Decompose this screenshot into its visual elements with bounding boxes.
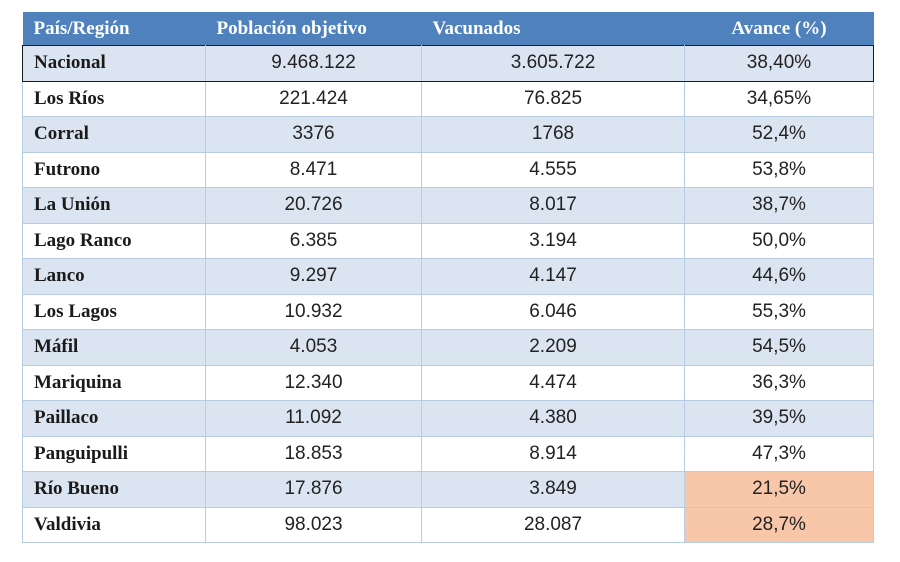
header-target-population: Población objetivo [205, 12, 422, 46]
cell-target-population: 9.468.122 [205, 45, 422, 82]
cell-vaccinated: 4.147 [421, 258, 685, 295]
cell-vaccinated: 3.849 [421, 471, 685, 508]
cell-region: Máfil [22, 329, 206, 366]
cell-region: Lago Ranco [22, 222, 206, 259]
cell-region: Los Ríos [22, 80, 206, 117]
table-row: Mariquina 12.340 4.474 36,3% [22, 364, 874, 401]
cell-progress: 50,0% [684, 222, 874, 259]
cell-region: Panguipulli [22, 435, 206, 472]
cell-target-population: 3376 [205, 116, 422, 153]
cell-target-population: 9.297 [205, 258, 422, 295]
header-row: País/Región Población objetivo Vacunados… [22, 12, 874, 46]
table-row: Corral 3376 1768 52,4% [22, 116, 874, 153]
cell-vaccinated: 3.194 [421, 222, 685, 259]
table-row: Nacional 9.468.122 3.605.722 38,40% [22, 45, 874, 82]
cell-region: Valdivia [22, 506, 206, 543]
cell-region: Los Lagos [22, 293, 206, 330]
cell-progress: 52,4% [684, 116, 874, 153]
cell-progress: 55,3% [684, 293, 874, 330]
cell-vaccinated: 6.046 [421, 293, 685, 330]
cell-progress: 39,5% [684, 400, 874, 437]
cell-progress: 54,5% [684, 329, 874, 366]
table-row: Río Bueno 17.876 3.849 21,5% [22, 471, 874, 508]
cell-progress: 38,7% [684, 187, 874, 224]
cell-vaccinated: 1768 [421, 116, 685, 153]
table-row: Los Lagos 10.932 6.046 55,3% [22, 293, 874, 330]
cell-progress: 36,3% [684, 364, 874, 401]
cell-target-population: 18.853 [205, 435, 422, 472]
cell-progress: 21,5% [684, 471, 874, 508]
cell-progress: 38,40% [684, 45, 874, 82]
table-row: Los Ríos 221.424 76.825 34,65% [22, 80, 874, 117]
table-row: La Unión 20.726 8.017 38,7% [22, 187, 874, 224]
table-row: Futrono 8.471 4.555 53,8% [22, 151, 874, 188]
cell-target-population: 4.053 [205, 329, 422, 366]
cell-vaccinated: 28.087 [421, 506, 685, 543]
cell-target-population: 20.726 [205, 187, 422, 224]
cell-progress: 53,8% [684, 151, 874, 188]
table-row: Valdivia 98.023 28.087 28,7% [22, 506, 874, 543]
cell-vaccinated: 2.209 [421, 329, 685, 366]
cell-target-population: 12.340 [205, 364, 422, 401]
vaccination-table: País/Región Población objetivo Vacunados… [22, 12, 874, 543]
cell-progress: 44,6% [684, 258, 874, 295]
cell-region: Río Bueno [22, 471, 206, 508]
table-row: Paillaco 11.092 4.380 39,5% [22, 400, 874, 437]
cell-region: La Unión [22, 187, 206, 224]
cell-vaccinated: 8.017 [421, 187, 685, 224]
cell-region: Mariquina [22, 364, 206, 401]
header-region: País/Región [22, 12, 206, 46]
cell-region: Corral [22, 116, 206, 153]
table-row: Lanco 9.297 4.147 44,6% [22, 258, 874, 295]
header-progress: Avance (%) [684, 12, 874, 46]
table-body: Nacional 9.468.122 3.605.722 38,40% Los Ríos… [22, 45, 874, 543]
table-row: Panguipulli 18.853 8.914 47,3% [22, 435, 874, 472]
cell-region: Futrono [22, 151, 206, 188]
table-row: Lago Ranco 6.385 3.194 50,0% [22, 222, 874, 259]
cell-target-population: 11.092 [205, 400, 422, 437]
header-vaccinated: Vacunados [421, 12, 685, 46]
cell-region: Lanco [22, 258, 206, 295]
cell-progress: 28,7% [684, 506, 874, 543]
cell-target-population: 221.424 [205, 80, 422, 117]
cell-region: Nacional [22, 45, 206, 82]
cell-vaccinated: 3.605.722 [421, 45, 685, 82]
cell-vaccinated: 4.555 [421, 151, 685, 188]
cell-target-population: 6.385 [205, 222, 422, 259]
cell-vaccinated: 8.914 [421, 435, 685, 472]
cell-vaccinated: 4.474 [421, 364, 685, 401]
table-header: País/Región Población objetivo Vacunados… [22, 12, 874, 46]
cell-target-population: 10.932 [205, 293, 422, 330]
cell-target-population: 8.471 [205, 151, 422, 188]
cell-target-population: 98.023 [205, 506, 422, 543]
table-row: Máfil 4.053 2.209 54,5% [22, 329, 874, 366]
cell-progress: 34,65% [684, 80, 874, 117]
cell-vaccinated: 76.825 [421, 80, 685, 117]
cell-vaccinated: 4.380 [421, 400, 685, 437]
cell-progress: 47,3% [684, 435, 874, 472]
cell-region: Paillaco [22, 400, 206, 437]
cell-target-population: 17.876 [205, 471, 422, 508]
